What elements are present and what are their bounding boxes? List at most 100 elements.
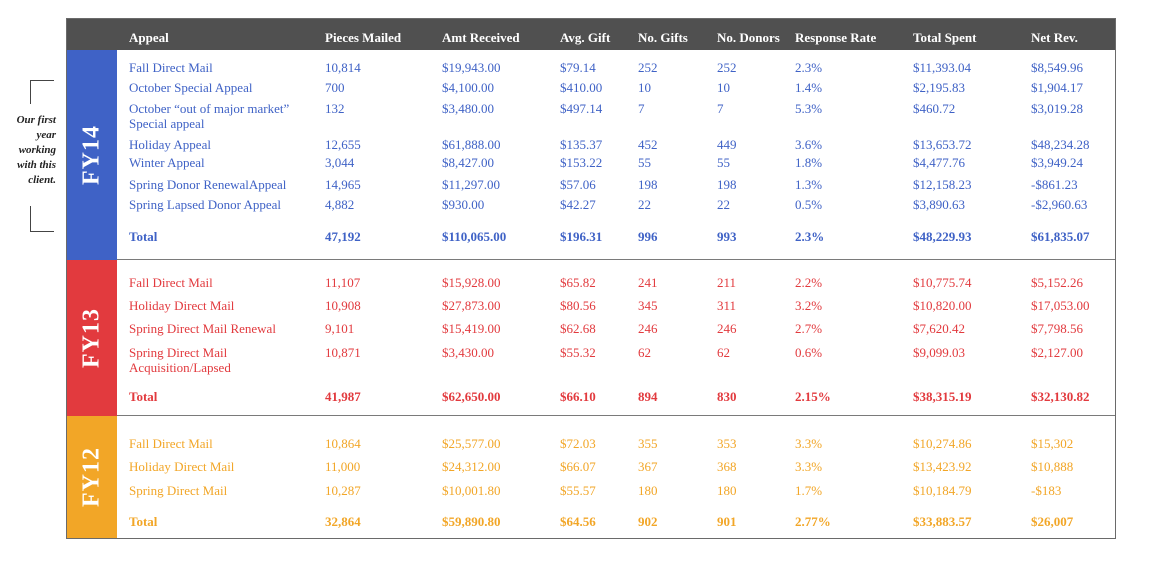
total-no-donors: 901 [717, 514, 737, 529]
row-net-rev: -$183 [1031, 483, 1062, 498]
row-no-donors: 353 [717, 436, 737, 451]
fy14-band: FY14 [67, 50, 117, 260]
row-response-rate: 0.5% [795, 197, 823, 212]
row-no-donors: 198 [717, 177, 737, 192]
total-no-gifts: 902 [638, 514, 658, 529]
row-amt-received: $27,873.00 [442, 298, 501, 313]
row-avg-gift: $55.32 [560, 345, 596, 360]
row-avg-gift: $42.27 [560, 197, 596, 212]
row-avg-gift: $497.14 [560, 101, 603, 116]
row-net-rev: $2,127.00 [1031, 345, 1083, 360]
fundraising-results-table: Appeal Pieces Mailed Amt Received Avg. G… [66, 18, 1116, 539]
row-total-spent: $10,274.86 [913, 436, 972, 451]
row-net-rev: -$861.23 [1031, 177, 1078, 192]
row-total-spent: $12,158.23 [913, 177, 972, 192]
table-header: Appeal Pieces Mailed Amt Received Avg. G… [67, 19, 1115, 50]
row-no-gifts: 246 [638, 321, 658, 336]
row-pieces-mailed: 10,908 [325, 298, 361, 313]
row-amt-received: $24,312.00 [442, 459, 501, 474]
row-total-spent: $9,099.03 [913, 345, 965, 360]
row-appeal: Spring Lapsed Donor Appeal [129, 197, 282, 212]
row-pieces-mailed: 14,965 [325, 177, 361, 192]
total-amt-received: $59,890.80 [442, 514, 501, 529]
row-response-rate: 3.6% [795, 137, 823, 152]
row-amt-received: $61,888.00 [442, 137, 501, 152]
row-net-rev: $5,152.26 [1031, 275, 1083, 290]
total-amt-received: $62,650.00 [442, 389, 501, 404]
row-amt-received: $15,419.00 [442, 321, 501, 336]
row-amt-received: $11,297.00 [442, 177, 501, 192]
total-pieces-mailed: 47,192 [325, 229, 361, 244]
row-appeal: Holiday Direct Mail [129, 298, 235, 313]
row-no-donors: 10 [717, 80, 730, 95]
row-no-gifts: 7 [638, 101, 645, 116]
total-net-rev: $32,130.82 [1031, 389, 1090, 404]
total-appeal: Total [129, 389, 158, 404]
header-response-rate: Response Rate [795, 30, 877, 45]
row-avg-gift: $135.37 [560, 137, 603, 152]
row-net-rev: $7,798.56 [1031, 321, 1083, 336]
total-no-gifts: 996 [638, 229, 658, 244]
row-total-spent: $11,393.04 [913, 60, 972, 75]
row-response-rate: 0.6% [795, 345, 823, 360]
total-no-donors: 830 [717, 389, 737, 404]
row-no-donors: 62 [717, 345, 730, 360]
fy13-divider [117, 415, 1115, 416]
row-avg-gift: $55.57 [560, 483, 596, 498]
row-response-rate: 3.3% [795, 436, 823, 451]
row-no-gifts: 345 [638, 298, 658, 313]
row-pieces-mailed: 132 [325, 101, 345, 116]
row-net-rev: $1,904.17 [1031, 80, 1083, 95]
total-total-spent: $33,883.57 [913, 514, 972, 529]
bracket-top-stem [30, 80, 31, 104]
row-no-donors: 311 [717, 298, 737, 313]
row-no-donors: 55 [717, 155, 730, 170]
row-appeal: Holiday Appeal [129, 137, 211, 152]
total-response-rate: 2.3% [795, 229, 825, 244]
row-total-spent: $13,423.92 [913, 459, 972, 474]
total-total-spent: $38,315.19 [913, 389, 972, 404]
total-total-spent: $48,229.93 [913, 229, 972, 244]
row-net-rev: $48,234.28 [1031, 137, 1090, 152]
row-no-donors: 368 [717, 459, 737, 474]
row-no-donors: 22 [717, 197, 730, 212]
row-appeal: Fall Direct Mail [129, 275, 213, 290]
row-net-rev: $3,019.28 [1031, 101, 1083, 116]
row-pieces-mailed: 4,882 [325, 197, 355, 212]
row-no-gifts: 180 [638, 483, 658, 498]
row-appeal: Spring Donor RenewalAppeal [129, 177, 287, 192]
row-total-spent: $10,820.00 [913, 298, 972, 313]
total-pieces-mailed: 32,864 [325, 514, 361, 529]
total-no-gifts: 894 [638, 389, 658, 404]
row-appeal: October “out of major market” Special ap… [129, 101, 290, 131]
row-total-spent: $460.72 [913, 101, 956, 116]
row-amt-received: $19,943.00 [442, 60, 501, 75]
row-net-rev: $17,053.00 [1031, 298, 1090, 313]
row-pieces-mailed: 9,101 [325, 321, 355, 336]
row-net-rev: $10,888 [1031, 459, 1074, 474]
fy14-divider [117, 259, 1115, 260]
row-total-spent: $10,184.79 [913, 483, 972, 498]
row-no-gifts: 198 [638, 177, 658, 192]
row-pieces-mailed: 10,871 [325, 345, 361, 360]
row-response-rate: 1.7% [795, 483, 823, 498]
header-avg-gift: Avg. Gift [560, 30, 611, 45]
row-no-gifts: 252 [638, 60, 658, 75]
row-amt-received: $3,430.00 [442, 345, 494, 360]
row-no-gifts: 367 [638, 459, 658, 474]
total-net-rev: $61,835.07 [1031, 229, 1090, 244]
total-no-donors: 993 [717, 229, 737, 244]
row-appeal: Fall Direct Mail [129, 436, 213, 451]
row-pieces-mailed: 10,287 [325, 483, 361, 498]
row-no-gifts: 22 [638, 197, 651, 212]
header-no-gifts: No. Gifts [638, 30, 688, 45]
row-amt-received: $15,928.00 [442, 275, 501, 290]
total-response-rate: 2.15% [795, 389, 831, 404]
row-pieces-mailed: 700 [325, 80, 345, 95]
total-pieces-mailed: 41,987 [325, 389, 361, 404]
row-no-donors: 246 [717, 321, 737, 336]
row-appeal: Winter Appeal [129, 155, 205, 170]
row-response-rate: 5.3% [795, 101, 823, 116]
row-no-donors: 7 [717, 101, 724, 116]
row-amt-received: $3,480.00 [442, 101, 494, 116]
